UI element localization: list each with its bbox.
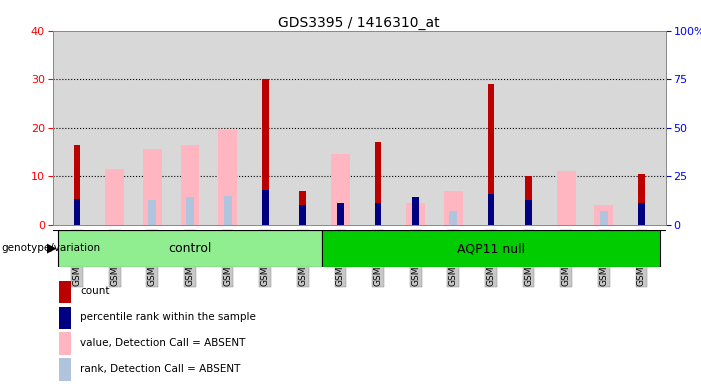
Text: ▶: ▶: [47, 241, 57, 254]
Bar: [59, 358, 71, 381]
Bar: [600, 211, 608, 225]
Bar: [58, 230, 322, 267]
Text: count: count: [81, 286, 110, 296]
Bar: [375, 142, 381, 225]
Bar: [557, 171, 576, 225]
Bar: [638, 203, 645, 225]
Bar: [594, 205, 613, 225]
Bar: [105, 169, 124, 225]
Bar: [412, 197, 419, 225]
Bar: [444, 191, 463, 225]
Bar: [525, 176, 532, 225]
Title: GDS3395 / 1416310_at: GDS3395 / 1416310_at: [278, 16, 440, 30]
Bar: [375, 203, 381, 225]
Bar: [59, 306, 71, 329]
Bar: [261, 190, 268, 225]
Bar: [299, 191, 306, 225]
Text: value, Detection Call = ABSENT: value, Detection Call = ABSENT: [81, 338, 245, 348]
Bar: [407, 203, 425, 225]
Bar: [224, 195, 231, 225]
Bar: [322, 230, 660, 267]
Bar: [59, 333, 71, 355]
Bar: [488, 194, 494, 225]
Text: control: control: [168, 242, 212, 255]
Bar: [181, 145, 199, 225]
Bar: [331, 154, 350, 225]
Text: AQP11 null: AQP11 null: [457, 242, 525, 255]
Text: percentile rank within the sample: percentile rank within the sample: [81, 312, 256, 322]
Bar: [525, 200, 532, 225]
Bar: [638, 174, 645, 225]
Text: genotype/variation: genotype/variation: [1, 243, 100, 253]
Bar: [59, 281, 71, 303]
Bar: [299, 205, 306, 225]
Bar: [449, 211, 457, 225]
Bar: [218, 130, 237, 225]
Text: rank, Detection Call = ABSENT: rank, Detection Call = ABSENT: [81, 364, 240, 374]
Bar: [337, 203, 343, 225]
Bar: [186, 197, 194, 225]
Bar: [74, 145, 81, 225]
Bar: [74, 199, 81, 225]
Bar: [261, 79, 268, 225]
Bar: [488, 84, 494, 225]
Bar: [143, 149, 162, 225]
Bar: [149, 200, 156, 225]
